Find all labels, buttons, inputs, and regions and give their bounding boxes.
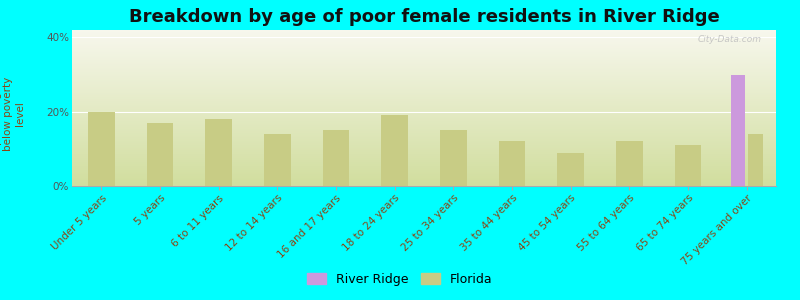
Bar <box>88 112 114 186</box>
Bar <box>322 130 349 186</box>
Text: percentage
below poverty
level: percentage below poverty level <box>0 77 25 151</box>
Bar <box>558 153 584 186</box>
Bar <box>382 116 408 186</box>
Legend: River Ridge, Florida: River Ridge, Florida <box>302 268 498 291</box>
Title: Breakdown by age of poor female residents in River Ridge: Breakdown by age of poor female resident… <box>129 8 719 26</box>
Bar <box>499 141 526 186</box>
Bar <box>616 141 642 186</box>
Bar <box>206 119 232 186</box>
Bar <box>264 134 290 186</box>
Bar <box>748 134 762 186</box>
Text: City-Data.com: City-Data.com <box>698 35 762 44</box>
Bar <box>675 145 701 186</box>
Bar <box>440 130 466 186</box>
Bar <box>731 75 746 186</box>
Bar <box>147 123 174 186</box>
